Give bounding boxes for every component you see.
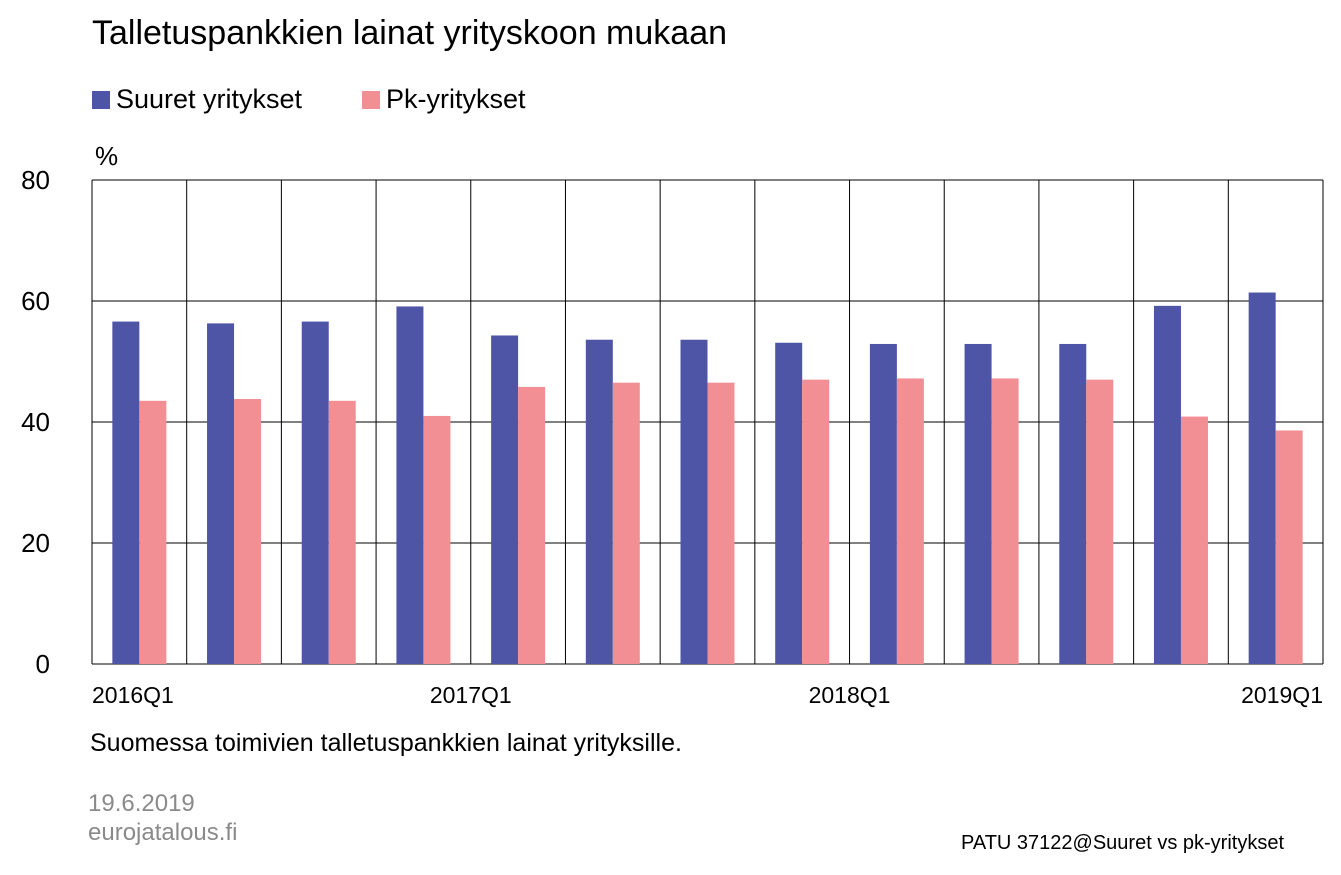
bar-suuret — [301, 321, 329, 664]
chart-title: Talletuspankkien lainat yrityskoon mukaa… — [92, 14, 728, 52]
y-tick-label: 60 — [21, 286, 50, 316]
bar-pk — [518, 386, 546, 664]
x-tick-label: 2016Q1 — [92, 682, 174, 708]
bar-pk — [802, 379, 830, 664]
x-tick-label: 2018Q1 — [809, 682, 891, 708]
bar-pk — [328, 400, 356, 664]
bar-suuret — [396, 306, 424, 664]
bar-pk — [423, 415, 451, 664]
bar-suuret — [1153, 305, 1181, 664]
bar-suuret — [680, 339, 708, 664]
y-tick-label: 20 — [21, 528, 50, 558]
bar-suuret — [112, 321, 140, 664]
x-tick-label: 2019Q1 — [1241, 682, 1323, 708]
bar-pk — [1180, 416, 1208, 664]
legend-label-pk: Pk-yritykset — [386, 84, 526, 114]
source-note: PATU 37122@Suuret vs pk-yritykset — [961, 832, 1285, 854]
site-name: eurojatalous.fi — [88, 819, 238, 846]
publish-date: 19.6.2019 — [88, 790, 195, 817]
bar-pk — [896, 378, 924, 664]
bar-suuret — [775, 342, 803, 664]
bar-pk — [1275, 430, 1303, 664]
y-axis-unit: % — [95, 141, 119, 171]
bar-suuret — [869, 343, 897, 664]
y-tick-label: 80 — [21, 165, 50, 195]
bar-pk — [234, 399, 262, 664]
bar-pk — [991, 378, 1019, 664]
bar-suuret — [1248, 292, 1276, 664]
legend-item-suuret: Suuret yritykset — [92, 84, 302, 115]
bar-pk — [612, 382, 640, 664]
bar-suuret — [207, 323, 235, 664]
bar-pk — [707, 382, 735, 664]
bar-pk — [1086, 379, 1114, 664]
bar-suuret — [491, 335, 519, 664]
y-tick-label: 40 — [21, 407, 50, 437]
legend-item-pk: Pk-yritykset — [362, 84, 526, 115]
bar-suuret — [585, 339, 613, 664]
legend-label-suuret: Suuret yritykset — [116, 84, 303, 114]
bar-suuret — [1059, 343, 1087, 664]
legend-swatch-suuret — [92, 90, 110, 109]
chart-subtitle: Suomessa toimivien talletuspankkien lain… — [90, 729, 682, 757]
legend-swatch-pk — [362, 90, 380, 109]
y-tick-label: 0 — [36, 649, 50, 679]
x-tick-label: 2017Q1 — [430, 682, 512, 708]
bar-suuret — [964, 343, 992, 664]
bar-pk — [139, 400, 167, 664]
